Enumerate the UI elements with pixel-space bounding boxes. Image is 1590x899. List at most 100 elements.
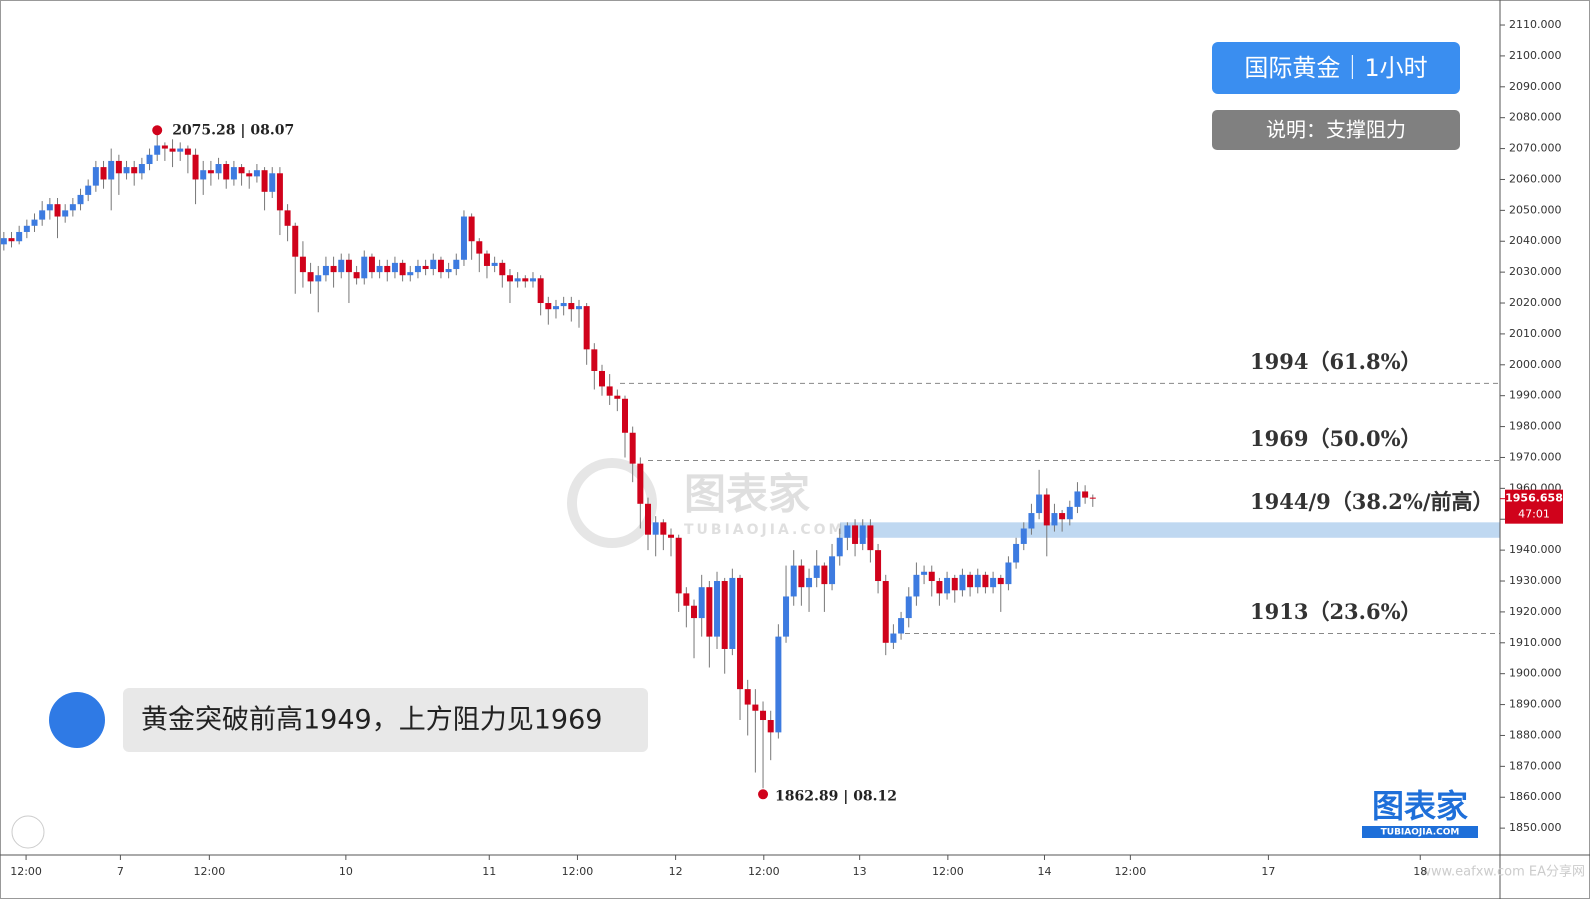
- candle-body: [614, 395, 621, 399]
- candle-body: [261, 170, 268, 192]
- candle-body: [361, 256, 368, 279]
- candle-body: [1051, 513, 1058, 526]
- candle-body: [430, 259, 437, 270]
- candle-body: [238, 167, 245, 174]
- subtitle-box: [1212, 110, 1460, 150]
- candle-body: [729, 577, 736, 649]
- candle-body: [246, 173, 253, 177]
- candle-body: [721, 581, 728, 649]
- candle-body: [775, 636, 782, 733]
- candle-body: [499, 262, 506, 276]
- candle-body: [990, 577, 997, 588]
- y-tick-label: 2100.000: [1509, 49, 1562, 62]
- x-tick-label: 13: [853, 865, 867, 878]
- candle-body: [207, 170, 214, 174]
- candle-body: [714, 581, 721, 637]
- candle-body: [1013, 543, 1020, 563]
- candle-body: [345, 259, 352, 273]
- candle-body: [445, 269, 452, 273]
- y-tick-label: 2060.000: [1509, 172, 1562, 185]
- candle-body: [905, 596, 912, 619]
- candle-body: [1043, 494, 1050, 526]
- watermark-sub: TUBIAOJIA.COM: [684, 522, 845, 538]
- avatar: [49, 692, 105, 748]
- candle-body: [806, 577, 813, 588]
- title: 国际黄金｜1小时: [1244, 54, 1427, 82]
- candle-body: [568, 303, 575, 310]
- candle-body: [691, 605, 698, 619]
- x-tick-label: 11: [482, 865, 496, 878]
- x-tick-label: 18: [1413, 865, 1427, 878]
- y-tick-label: 1910.000: [1509, 636, 1562, 649]
- timer: 47:01: [1518, 508, 1550, 521]
- candle-body: [506, 275, 513, 282]
- candle-body: [959, 574, 966, 591]
- candle-body: [115, 160, 122, 174]
- candle-body: [1036, 494, 1043, 514]
- candle-body: [660, 522, 667, 535]
- candle-body: [836, 537, 843, 557]
- candle-body: [898, 618, 905, 634]
- candle-body: [1082, 491, 1089, 498]
- candle-body: [399, 262, 406, 276]
- candle-body: [407, 272, 414, 276]
- y-tick-label: 2030.000: [1509, 265, 1562, 278]
- candle-body: [652, 522, 659, 535]
- y-tick-label: 1900.000: [1509, 667, 1562, 680]
- candle-body: [798, 565, 805, 588]
- candle-body: [422, 265, 429, 270]
- candle-body: [890, 633, 897, 643]
- candle-body: [1059, 513, 1066, 520]
- candle-body: [368, 256, 375, 273]
- candle-body: [982, 574, 989, 588]
- x-tick-label: 12:00: [194, 865, 226, 878]
- watermark: 图表家 TUBIAOJIA.COM: [567, 458, 845, 548]
- candle-body: [453, 259, 460, 270]
- candle-body: [376, 265, 383, 273]
- candle-body: [192, 154, 199, 180]
- y-tick-label: 2090.000: [1509, 80, 1562, 93]
- candle-body: [39, 210, 46, 220]
- candle-body: [46, 204, 53, 211]
- candle-body: [545, 303, 552, 310]
- candle-body: [522, 278, 529, 282]
- fib-label: 1969（50.0%）: [1250, 426, 1422, 451]
- candle-body: [292, 225, 299, 257]
- y-tick-label: 1890.000: [1509, 698, 1562, 711]
- candle-body: [322, 265, 329, 276]
- candle-body: [16, 231, 23, 242]
- candle-body: [1074, 491, 1081, 507]
- y-tick-label: 2040.000: [1509, 234, 1562, 247]
- candle-body: [944, 577, 951, 594]
- candle-body: [123, 167, 130, 174]
- candle-body: [299, 256, 306, 273]
- candle-body: [31, 219, 38, 226]
- background-layer: [620, 382, 1500, 635]
- candle-body: [0, 238, 7, 245]
- candle-body: [491, 262, 498, 266]
- comment-bubble: [123, 688, 648, 752]
- high-marker: [152, 125, 163, 136]
- title-box: [1212, 42, 1460, 94]
- y-tick-label: 2010.000: [1509, 327, 1562, 340]
- candle-body: [223, 164, 230, 180]
- candle-body: [913, 574, 920, 597]
- candle-body: [844, 525, 851, 538]
- candle-body: [514, 278, 521, 282]
- candle-body: [974, 574, 981, 588]
- candle-body: [951, 577, 958, 591]
- fib-label: 1913（23.6%）: [1250, 599, 1422, 624]
- candle-body: [1089, 497, 1096, 499]
- candle-body: [330, 265, 337, 273]
- y-tick-label: 2020.000: [1509, 296, 1562, 309]
- candle-body: [54, 204, 61, 217]
- candle-body: [591, 349, 598, 371]
- candle-body: [1028, 513, 1035, 529]
- low-label: 1862.89 | 08.12: [775, 788, 897, 804]
- candle-body: [77, 194, 84, 205]
- candle-body: [645, 503, 652, 535]
- candle-body: [69, 204, 76, 211]
- candle-body: [813, 565, 820, 578]
- candle-body: [790, 565, 797, 597]
